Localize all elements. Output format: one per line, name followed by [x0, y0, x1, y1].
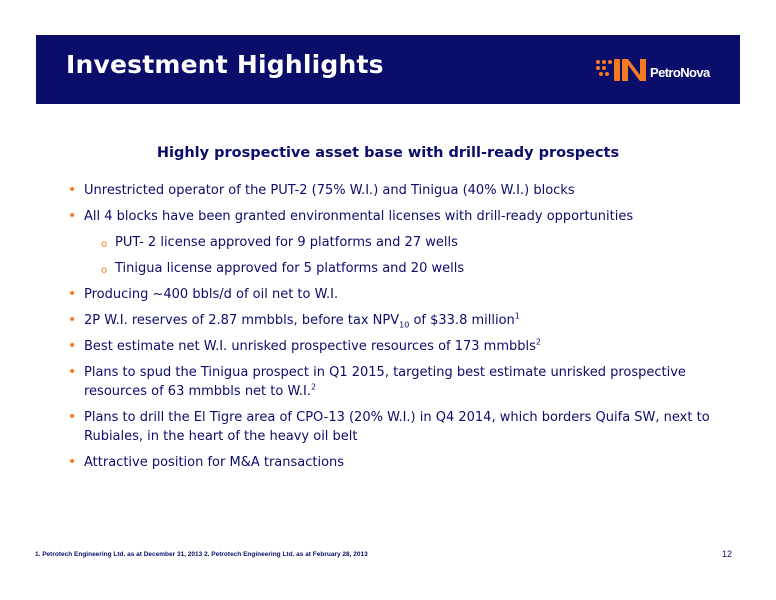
list-item-text: Producing ~400 bbls/d of oil net to W.I. [84, 287, 339, 302]
footnote-marker: 2 [310, 382, 317, 392]
list-item: Producing ~400 bbls/d of oil net to W.I. [68, 285, 718, 304]
list-item-text: Best estimate net W.I. unrisked prospect… [84, 339, 536, 354]
list-item: Attractive position for M&A transactions [68, 453, 718, 472]
list-item: Best estimate net W.I. unrisked prospect… [68, 337, 718, 356]
list-item-text: Plans to spud the Tinigua prospect in Q1… [84, 365, 686, 399]
list-item-text: All 4 blocks have been granted environme… [84, 209, 634, 224]
page-title: Investment Highlights [66, 50, 384, 79]
list-item: Plans to spud the Tinigua prospect in Q1… [68, 363, 718, 401]
section-subtitle: Highly prospective asset base with drill… [156, 145, 620, 161]
petronova-logo-mark-icon [596, 59, 646, 81]
list-item: 2P W.I. reserves of 2.87 mmbbls, before … [68, 311, 718, 330]
logo-wordmark: PetroNova [650, 65, 710, 80]
sub-list-item-text: PUT- 2 license approved for 9 platforms … [115, 235, 458, 250]
footnote: 1. Petrotech Engineering Ltd. as at Dece… [35, 551, 368, 558]
footnote-marker: 2 [535, 337, 541, 347]
list-item: Unrestricted operator of the PUT-2 (75% … [68, 181, 718, 200]
petronova-logo: PetroNova [594, 53, 734, 87]
page-number: 12 [722, 549, 733, 559]
title-banner: Investment Highlights PetroNova [36, 35, 740, 104]
list-item-text: 2P W.I. reserves of 2.87 mmbbls, before … [84, 313, 400, 328]
sub-list-item: PUT- 2 license approved for 9 platforms … [68, 233, 718, 254]
list-item-text-continued: of $33.8 million [409, 313, 515, 328]
footnote-marker: 1 [514, 311, 520, 321]
sub-list-item-text: Tinigua license approved for 5 platforms… [115, 261, 465, 276]
list-item: Plans to drill the El Tigre area of CPO-… [68, 408, 718, 446]
list-item-text: Attractive position for M&A transactions [84, 455, 345, 470]
list-item-text: Plans to drill the El Tigre area of CPO-… [84, 410, 710, 444]
sub-list-item: Tinigua license approved for 5 platforms… [68, 259, 718, 280]
subscript: 10 [399, 320, 410, 330]
highlights-list: Unrestricted operator of the PUT-2 (75% … [68, 181, 718, 479]
list-item-text: Unrestricted operator of the PUT-2 (75% … [84, 183, 575, 198]
list-item: All 4 blocks have been granted environme… [68, 207, 718, 226]
